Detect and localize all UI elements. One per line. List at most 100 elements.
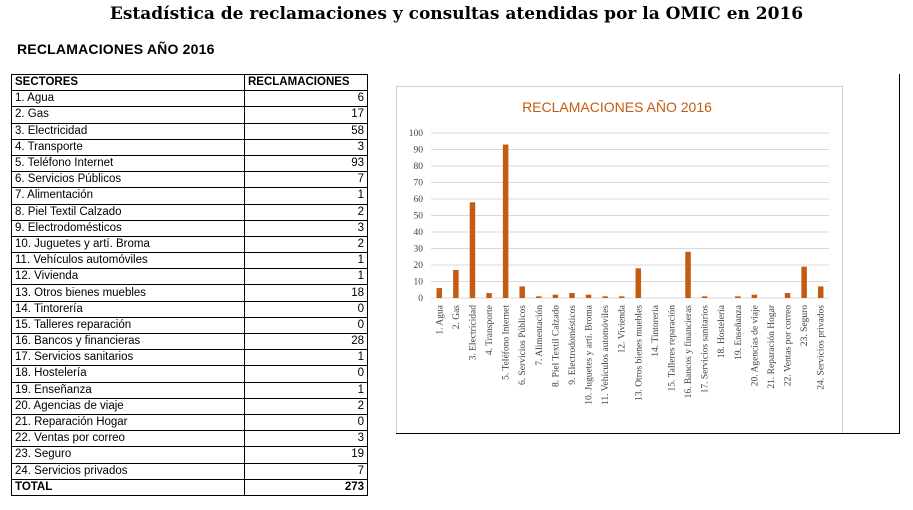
header-sectores: SECTORES (11, 73, 245, 92)
table-row: 23. Seguro 19 (11, 446, 368, 464)
total-label: TOTAL (11, 478, 245, 496)
sector-cell: 18. Hostelería (11, 365, 245, 383)
x-tick-label: 3. Electricidad (468, 305, 478, 361)
y-tick-label: 70 (414, 179, 424, 189)
bar (536, 296, 542, 298)
table-row: 24. Servicios privados 7 (11, 462, 368, 480)
x-tick-label: 21. Reparación Hogar (767, 304, 777, 388)
sector-cell: 10. Juguetes y artí. Broma (11, 235, 245, 254)
page-title: Estadística de reclamaciones y consultas… (109, 4, 804, 24)
sector-cell: 9. Electrodomésticos (11, 219, 245, 237)
table-row: 2. Gas 17 (11, 106, 368, 124)
chart-x-ticks: 1. Agua 2. Gas 3. Electricidad 4. Transport… (435, 304, 826, 405)
bar (486, 293, 492, 298)
value-cell: 93 (244, 154, 368, 173)
bar (585, 294, 592, 298)
bar (685, 251, 691, 298)
value-cell: 3 (244, 430, 368, 448)
x-tick-label: 2. Gas (452, 305, 462, 330)
x-tick-label: 13. Otros bienes muebles (634, 305, 644, 401)
x-tick-label: 16. Bancos y financieras (683, 305, 694, 399)
sector-cell: 23. Seguro (11, 446, 245, 464)
sector-cell: 21. Reparación Hogar (11, 413, 245, 432)
table-row: 8. Piel Textil Calzado 2 (11, 203, 368, 221)
table-row: 7. Alimentación 1 (11, 187, 368, 205)
table-row: 12. Vivienda 1 (11, 268, 368, 286)
chart-title: RECLAMACIONES AÑO 2016 (522, 99, 712, 115)
value-cell: 0 (244, 300, 368, 318)
table-row: 20. Agencias de viaje 2 (11, 397, 368, 415)
sector-cell: 6. Servicios Públicos (11, 171, 245, 189)
table-header-row: SECTORES RECLAMACIONES (11, 73, 368, 92)
chart-y-ticks: 0 10 20 30 40 50 60 70 80 90 100 (409, 129, 424, 304)
sector-cell: 1. Agua (11, 90, 245, 108)
y-tick-label: 50 (414, 212, 424, 222)
table-row: 5. Teléfono Internet 93 (11, 154, 368, 173)
sector-cell: 22. Ventas por correo (11, 430, 245, 448)
value-cell: 19 (244, 446, 368, 464)
value-cell: 17 (244, 106, 368, 124)
table-row: 16. Bancos y financieras 28 (11, 332, 368, 351)
y-tick-label: 90 (414, 146, 424, 156)
x-tick-label: 15. Talleres reparación (667, 305, 677, 392)
sector-cell: 7. Alimentación (11, 187, 245, 205)
x-tick-label: 14. Tintorería (651, 304, 661, 357)
x-tick-label: 5. Teléfono Internet (501, 305, 512, 380)
sector-cell: 11. Vehículos automóviles (11, 252, 245, 270)
bar (569, 293, 575, 298)
table-row: 21. Reparación Hogar 0 (11, 413, 368, 432)
bar (735, 296, 741, 298)
table-row: 18. Hostelería 0 (11, 365, 368, 383)
x-tick-label: 11. Vehículos automóviles (601, 305, 611, 405)
sector-cell: 3. Electricidad (11, 122, 245, 140)
bar (701, 296, 708, 298)
y-tick-label: 60 (414, 195, 424, 205)
bar (453, 269, 459, 298)
x-tick-label: 8. Piel Textil Calzado (551, 305, 561, 387)
sector-cell: 8. Piel Textil Calzado (11, 203, 245, 221)
sector-cell: 12. Vivienda (11, 268, 245, 286)
value-cell: 6 (244, 90, 368, 108)
x-tick-label: 12. Vivienda (618, 304, 628, 353)
value-cell: 7 (244, 171, 368, 189)
value-cell: 0 (244, 365, 368, 383)
sector-cell: 15. Talleres reparación (11, 316, 245, 335)
table-row: 10. Juguetes y artí. Broma 2 (11, 235, 368, 254)
table-row: 15. Talleres reparación 0 (11, 316, 368, 335)
value-cell: 18 (244, 284, 368, 302)
y-tick-label: 0 (418, 294, 423, 304)
table-row: 3. Electricidad 58 (11, 122, 368, 140)
x-tick-label: 1. Agua (435, 304, 445, 334)
x-tick-label: 6. Servicios Públicos (518, 305, 528, 385)
sector-cell: 14. Tintorería (11, 300, 245, 318)
x-tick-label: 9. Electrodomésticos (568, 305, 578, 385)
frame-rule-right (899, 74, 900, 434)
bar (817, 286, 824, 298)
bar (502, 144, 509, 298)
bar (602, 296, 608, 298)
sector-cell: 13. Otros bienes muebles (11, 284, 245, 302)
y-tick-label: 100 (409, 129, 424, 139)
table-row: 6. Servicios Públicos 7 (11, 171, 368, 189)
value-cell: 3 (244, 138, 368, 156)
bar (618, 296, 625, 298)
total-value: 273 (244, 478, 368, 496)
chart-container: RECLAMACIONES AÑO 2016 0 10 20 30 40 50 60 70 80… (396, 86, 843, 434)
sector-cell: 2. Gas (11, 106, 245, 124)
bar (784, 293, 791, 298)
value-cell: 2 (244, 203, 368, 221)
x-tick-label: 24. Servicios privados (817, 305, 827, 390)
table-row: 13. Otros bienes muebles 18 (11, 284, 368, 302)
x-tick-label: 17. Servicios sanitarios (701, 305, 711, 394)
table-row: 19. Enseñanza 1 (11, 381, 368, 399)
y-tick-label: 40 (414, 228, 424, 238)
value-cell: 28 (244, 332, 368, 351)
sector-cell: 20. Agencias de viaje (11, 397, 245, 415)
x-tick-label: 4. Transporte (485, 305, 495, 355)
reclamaciones-table: SECTORES RECLAMACIONES 1. Agua 6 2. Gas 17 3… (11, 73, 368, 496)
chart-gridlines (431, 132, 829, 299)
bar (519, 286, 525, 298)
y-tick-label: 30 (414, 245, 424, 255)
table-row: 22. Ventas por correo 3 (11, 430, 368, 448)
table-row: 4. Transporte 3 (11, 138, 368, 156)
